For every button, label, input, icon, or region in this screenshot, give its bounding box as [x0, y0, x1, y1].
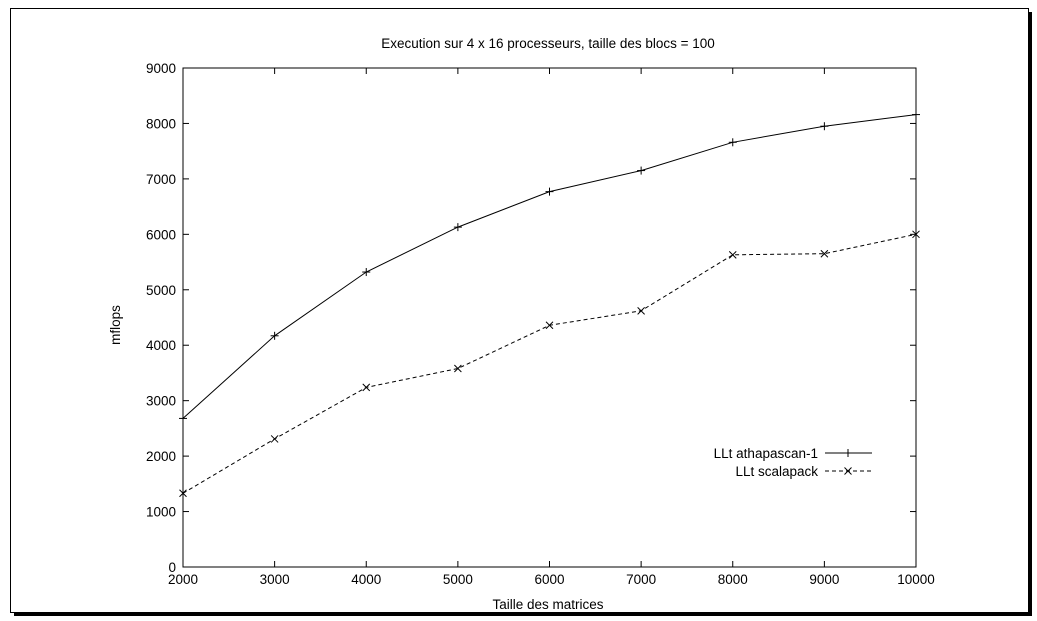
- cross-marker-b: [179, 489, 187, 498]
- y-tick-label: 7000: [146, 172, 176, 187]
- chart-title: Execution sur 4 x 16 processeurs, taille…: [381, 36, 715, 51]
- data-point-2-7: [728, 250, 737, 259]
- cross-marker-b: [728, 250, 737, 259]
- cross-marker-b: [637, 306, 645, 315]
- y-tick-label: 1000: [146, 505, 176, 520]
- x-tick-label: 2000: [168, 572, 198, 587]
- x-tick-label: 4000: [351, 572, 381, 587]
- x-tick-label: 5000: [443, 572, 473, 587]
- figure-frame: [10, 8, 1029, 613]
- data-point-1-4: [453, 223, 462, 232]
- data-point-2-6: [637, 306, 645, 315]
- cross-marker-b: [454, 364, 462, 373]
- plot-area: [182, 67, 917, 568]
- y-tick-label: 9000: [146, 61, 176, 76]
- data-point-2-2: [270, 435, 279, 443]
- y-tick-label: 4000: [146, 338, 176, 353]
- x-tick-label: 10000: [897, 572, 935, 587]
- series-2: [179, 230, 920, 498]
- x-tick-label: 8000: [718, 572, 748, 587]
- data-point-1-2: [270, 331, 279, 340]
- series-1: [179, 110, 920, 423]
- y-tick-label: 8000: [146, 116, 176, 131]
- legend-label-2: LLt scalapack: [735, 464, 818, 479]
- data-point-2-5: [545, 321, 554, 330]
- data-point-2-8: [820, 249, 829, 258]
- x-tick-label: 3000: [260, 572, 290, 587]
- data-point-1-5: [545, 187, 554, 196]
- legend-marker-1: [844, 449, 852, 457]
- x-tick-label: 7000: [626, 572, 656, 587]
- y-tick-label: 0: [168, 560, 176, 575]
- data-point-1-7: [728, 138, 737, 147]
- data-point-2-1: [179, 489, 187, 498]
- data-point-2-3: [362, 383, 371, 392]
- data-point-1-6: [637, 166, 646, 175]
- data-point-1-8: [820, 122, 829, 131]
- frame-shadow-right: [1028, 12, 1032, 616]
- data-point-2-9: [912, 230, 920, 239]
- cross-marker-b: [820, 249, 829, 258]
- y-tick-label: 6000: [146, 227, 176, 242]
- cross-marker-b: [270, 435, 279, 443]
- cross-marker-b: [545, 321, 554, 330]
- data-point-1-1: [179, 414, 187, 423]
- cross-marker-b: [912, 230, 920, 239]
- y-tick-label: 2000: [146, 449, 176, 464]
- data-point-2-4: [454, 364, 462, 373]
- series-line-1: [182, 114, 917, 419]
- cross-marker-b: [362, 383, 371, 392]
- legend-marker-2: [844, 467, 852, 475]
- frame-shadow-bottom: [14, 612, 1032, 616]
- x-tick-label: 6000: [534, 572, 564, 587]
- data-point-1-3: [362, 268, 371, 277]
- cross-marker-b: [844, 467, 852, 475]
- legend-label-1: LLt athapascan-1: [714, 446, 818, 461]
- y-axis-label: mflops: [108, 305, 123, 345]
- y-tick-label: 5000: [146, 283, 176, 298]
- x-tick-label: 9000: [809, 572, 839, 587]
- x-axis-label: Taille des matrices: [492, 597, 603, 612]
- data-point-1-9: [912, 110, 920, 119]
- y-tick-label: 3000: [146, 394, 176, 409]
